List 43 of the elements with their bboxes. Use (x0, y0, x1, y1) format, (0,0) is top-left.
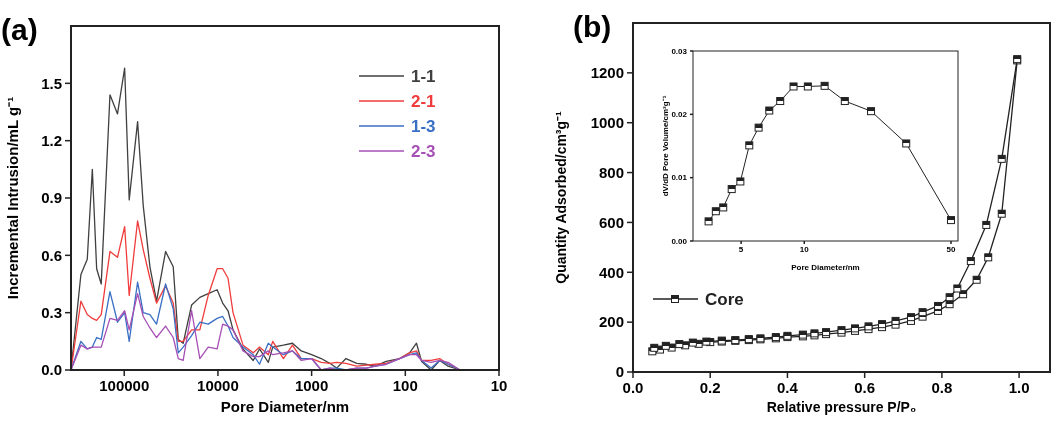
legend-label: 2-3 (411, 141, 436, 161)
y-tick-label: 0.01 (671, 173, 688, 183)
y-axis-title: Quantity Adsorbed/cm³g⁻¹ (553, 110, 569, 284)
chart-title: (b) (573, 10, 612, 43)
y-axis-title: Incremental Intrusion/mL g⁻¹ (4, 96, 21, 300)
y-axis-title: dV/dD Pore Volume/cm³g⁻¹ (661, 95, 670, 197)
x-axis-title: Relative pressure P/P₀ (766, 399, 917, 415)
x-tick-label: 5 (738, 245, 744, 254)
x-tick-label: 100 (392, 377, 418, 394)
x-tick-label: 0.4 (777, 379, 799, 396)
legend-label: 1-3 (411, 116, 436, 136)
y-tick-label: 1.2 (41, 131, 62, 149)
x-tick-label: 0.2 (699, 379, 721, 396)
y-tick-label: 800 (598, 163, 624, 181)
y-tick-label: 0.03 (671, 46, 688, 56)
y-tick-label: 400 (598, 263, 624, 281)
y-tick-label: 0 (615, 363, 624, 381)
y-tick-label: 0.0 (41, 361, 62, 379)
y-tick-label: 1.5 (41, 74, 62, 92)
y-tick-label: 1000 (590, 113, 624, 131)
x-tick-label: 10000 (197, 377, 239, 394)
x-tick-label: 1.0 (1008, 379, 1030, 396)
y-tick-label: 1200 (590, 64, 624, 82)
y-tick-label: 200 (598, 313, 624, 331)
x-tick-label: 10 (799, 245, 810, 254)
legend-label: 2-1 (411, 91, 436, 111)
x-tick-label: 100000 (99, 377, 150, 394)
x-axis-title: Pore Diameter/nm (220, 398, 350, 415)
x-tick-label: 1000 (294, 377, 329, 394)
chart-title: (a) (1, 13, 38, 46)
y-tick-label: 0.9 (41, 189, 62, 207)
x-axis-title: Pore Diameter/nm (791, 263, 860, 272)
legend-label: 1-1 (411, 66, 436, 86)
y-tick-label: 600 (598, 213, 624, 231)
x-tick-label: 50 (946, 245, 956, 254)
y-tick-label: 0.3 (41, 303, 62, 321)
x-tick-label: 0.8 (931, 379, 953, 396)
x-tick-label: 0.6 (854, 379, 876, 396)
y-tick-label: 0.00 (671, 236, 688, 246)
legend-label: Core (705, 289, 744, 309)
y-tick-label: 0.02 (671, 110, 688, 120)
x-tick-label: 10 (490, 377, 508, 394)
x-tick-label: 0.0 (622, 379, 644, 396)
